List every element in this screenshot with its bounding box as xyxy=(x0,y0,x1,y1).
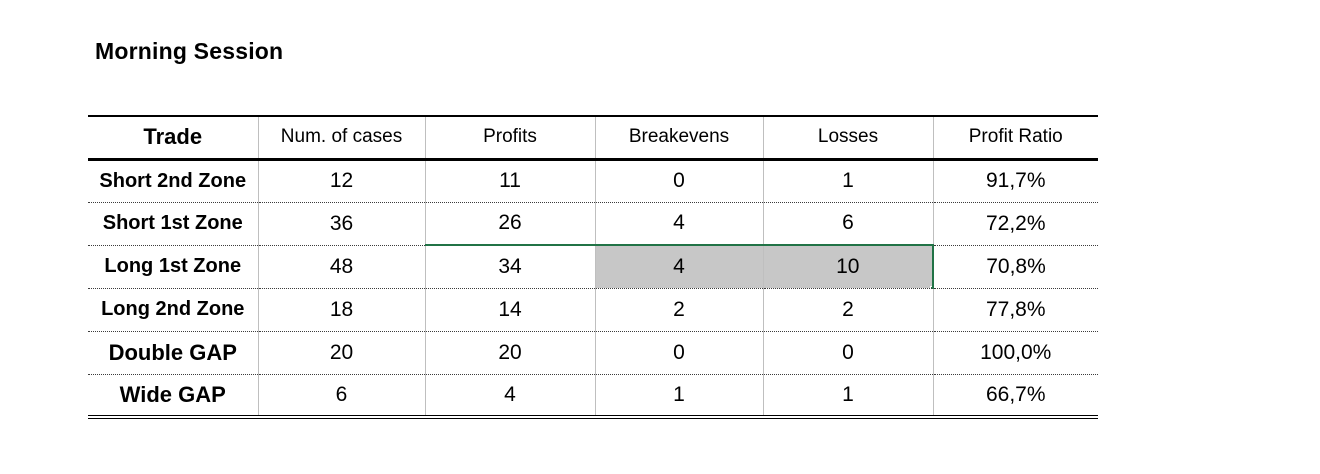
cell-num-of-cases[interactable]: 18 xyxy=(257,288,425,332)
cell-breakevens[interactable]: 2 xyxy=(594,288,763,332)
cell-losses[interactable]: 0 xyxy=(762,331,933,375)
cell-losses[interactable]: 1 xyxy=(762,374,933,419)
cell-trade[interactable]: Long 2nd Zone xyxy=(88,288,258,332)
cell-breakevens[interactable]: 1 xyxy=(594,374,763,419)
column-header-breakevens[interactable]: Breakevens xyxy=(594,115,763,161)
column-header-num-of-cases[interactable]: Num. of cases xyxy=(257,115,425,161)
cell-profits[interactable]: 4 xyxy=(424,374,595,419)
cell-num-of-cases[interactable]: 20 xyxy=(257,331,425,375)
cell-num-of-cases[interactable]: 48 xyxy=(257,245,425,289)
cell-breakevens-selected[interactable]: 4 xyxy=(594,244,763,289)
cell-profit-ratio[interactable]: 77,8% xyxy=(932,288,1098,332)
selection-fill-handle[interactable] xyxy=(930,285,931,287)
table-row-long-2nd-zone: Long 2nd Zone 18 14 2 2 77,8% xyxy=(88,288,1098,332)
cell-breakevens[interactable]: 4 xyxy=(594,202,763,246)
table-row-double-gap: Double GAP 20 20 0 0 100,0% xyxy=(88,331,1098,375)
cell-losses[interactable]: 2 xyxy=(762,288,933,332)
cell-losses[interactable]: 6 xyxy=(762,202,933,246)
cell-trade[interactable]: Double GAP xyxy=(88,331,258,375)
cell-profit-ratio[interactable]: 72,2% xyxy=(932,202,1098,246)
cell-trade[interactable]: Short 1st Zone xyxy=(88,202,258,246)
cell-num-of-cases[interactable]: 12 xyxy=(257,159,425,203)
table-body: Short 2nd Zone 12 11 0 1 91,7% Short 1st… xyxy=(88,159,1098,419)
cell-profits-active-cell[interactable]: 34 xyxy=(424,244,595,289)
cell-num-of-cases[interactable]: 36 xyxy=(257,202,425,246)
column-header-profit-ratio[interactable]: Profit Ratio xyxy=(932,115,1098,161)
table-row-long-1st-zone: Long 1st Zone 48 34 4 10 70,8% xyxy=(88,244,1098,289)
cell-profit-ratio[interactable]: 91,7% xyxy=(932,159,1098,203)
cell-losses[interactable]: 1 xyxy=(762,159,933,203)
column-header-losses[interactable]: Losses xyxy=(762,115,933,161)
cell-profit-ratio[interactable]: 70,8% xyxy=(932,245,1098,289)
cell-profits[interactable]: 20 xyxy=(424,331,595,375)
cell-profits[interactable]: 14 xyxy=(424,288,595,332)
cell-trade[interactable]: Wide GAP xyxy=(88,374,258,419)
cell-num-of-cases[interactable]: 6 xyxy=(257,374,425,419)
cell-trade[interactable]: Long 1st Zone xyxy=(88,245,258,289)
cell-profit-ratio[interactable]: 66,7% xyxy=(932,374,1098,419)
cell-profit-ratio[interactable]: 100,0% xyxy=(932,331,1098,375)
cell-profits[interactable]: 11 xyxy=(424,159,595,203)
table-row-short-1st-zone: Short 1st Zone 36 26 4 6 72,2% xyxy=(88,202,1098,246)
column-header-trade[interactable]: Trade xyxy=(88,115,258,161)
header-row: Trade Num. of cases Profits Breakevens L… xyxy=(88,115,1098,161)
column-header-profits[interactable]: Profits xyxy=(424,115,595,161)
sheet-title[interactable]: Morning Session xyxy=(95,38,284,64)
cell-profits[interactable]: 26 xyxy=(424,202,595,246)
cell-breakevens[interactable]: 0 xyxy=(594,159,763,203)
table-row-wide-gap: Wide GAP 6 4 1 1 66,7% xyxy=(88,374,1098,419)
cell-trade[interactable]: Short 2nd Zone xyxy=(88,159,258,203)
morning-session-table: Trade Num. of cases Profits Breakevens L… xyxy=(88,115,1098,419)
cell-losses-value: 10 xyxy=(836,254,860,278)
cell-losses-selected[interactable]: 10 xyxy=(762,244,934,289)
cell-breakevens[interactable]: 0 xyxy=(594,331,763,375)
table-row-short-2nd-zone: Short 2nd Zone 12 11 0 1 91,7% xyxy=(88,159,1098,203)
